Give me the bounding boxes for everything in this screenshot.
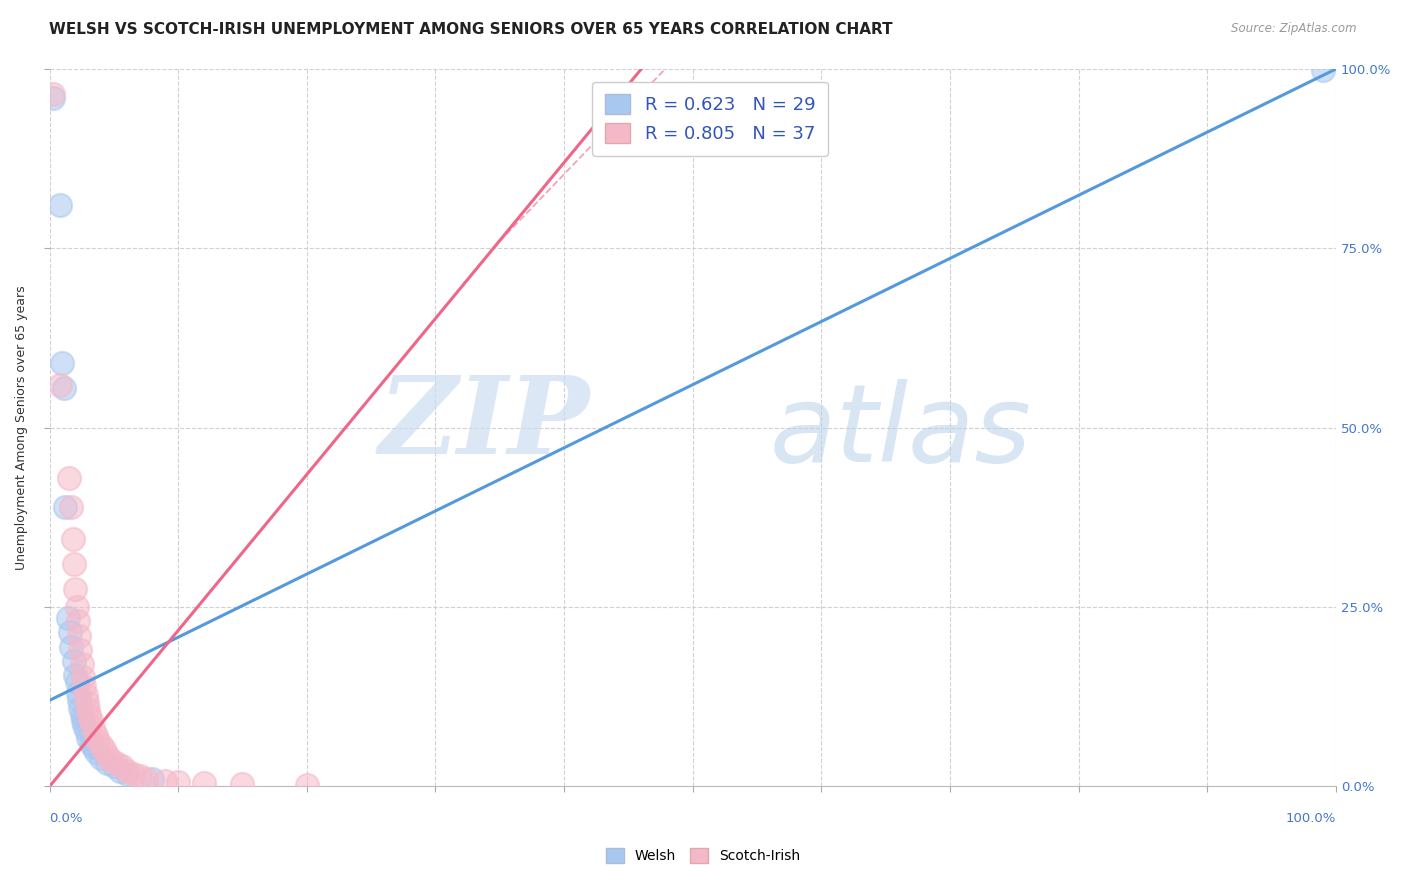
Point (65, 675, 87, 690)
Point (295, 778, 318, 792)
Point (155, 773, 177, 788)
Point (100, 753, 122, 767)
Point (231, 777, 253, 791)
Point (52, 381, 75, 395)
Point (105, 756, 128, 771)
Point (82, 721, 104, 735)
Point (70, 657, 93, 672)
Point (53, 500, 76, 514)
Point (84, 728, 107, 742)
Point (69, 643, 91, 657)
Point (110, 764, 132, 778)
Point (122, 766, 145, 780)
Point (66, 615, 89, 629)
Text: 0.0%: 0.0% (49, 812, 83, 824)
Point (42, 91, 65, 105)
Point (80, 714, 103, 728)
Point (56, 611, 79, 625)
Point (42, 87, 65, 102)
Point (49, 377, 72, 392)
Point (115, 766, 138, 780)
Y-axis label: Unemployment Among Seniors over 65 years: Unemployment Among Seniors over 65 years (15, 285, 28, 570)
Point (135, 772, 157, 787)
Point (72, 714, 94, 728)
Point (59, 625, 82, 640)
Point (49, 198, 72, 212)
Point (96, 747, 118, 762)
Point (76, 695, 98, 709)
Point (75, 723, 97, 738)
Point (193, 776, 215, 790)
Point (82, 739, 104, 754)
Point (87, 733, 110, 747)
Point (77, 731, 100, 745)
Point (93, 742, 115, 756)
Point (96, 756, 118, 771)
Text: atlas: atlas (770, 379, 1032, 483)
Point (115, 764, 138, 778)
Point (79, 707, 101, 722)
Point (72, 670, 94, 684)
Point (141, 772, 163, 787)
Point (75, 688, 97, 702)
Point (84, 745, 107, 759)
Point (67, 629, 90, 643)
Point (65, 668, 87, 682)
Point (110, 759, 132, 773)
Point (62, 532, 84, 546)
Text: WELSH VS SCOTCH-IRISH UNEMPLOYMENT AMONG SENIORS OVER 65 YEARS CORRELATION CHART: WELSH VS SCOTCH-IRISH UNEMPLOYMENT AMONG… (49, 22, 893, 37)
Point (65, 582, 87, 596)
Point (70, 707, 93, 722)
Text: 100.0%: 100.0% (1285, 812, 1336, 824)
Point (63, 557, 86, 571)
Point (66, 686, 89, 700)
Text: Source: ZipAtlas.com: Source: ZipAtlas.com (1232, 22, 1357, 36)
Point (128, 769, 150, 783)
Legend: R = 0.623   N = 29, R = 0.805   N = 37: R = 0.623 N = 29, R = 0.805 N = 37 (592, 82, 828, 156)
Point (80, 736, 103, 750)
Point (167, 775, 190, 789)
Point (77, 702, 100, 716)
Point (73, 679, 96, 693)
Point (63, 654, 86, 668)
Point (58, 471, 80, 485)
Point (90, 738, 112, 752)
Point (73, 718, 96, 732)
Point (103, 759, 125, 773)
Text: ZIP: ZIP (378, 371, 589, 477)
Point (60, 500, 83, 514)
Point (1312, 63, 1334, 78)
Point (90, 750, 112, 764)
Point (69, 700, 91, 714)
Legend: Welsh, Scotch-Irish: Welsh, Scotch-Irish (600, 843, 806, 869)
Point (67, 693, 90, 707)
Point (51, 356, 73, 370)
Point (65, 600, 87, 615)
Point (60, 640, 83, 654)
